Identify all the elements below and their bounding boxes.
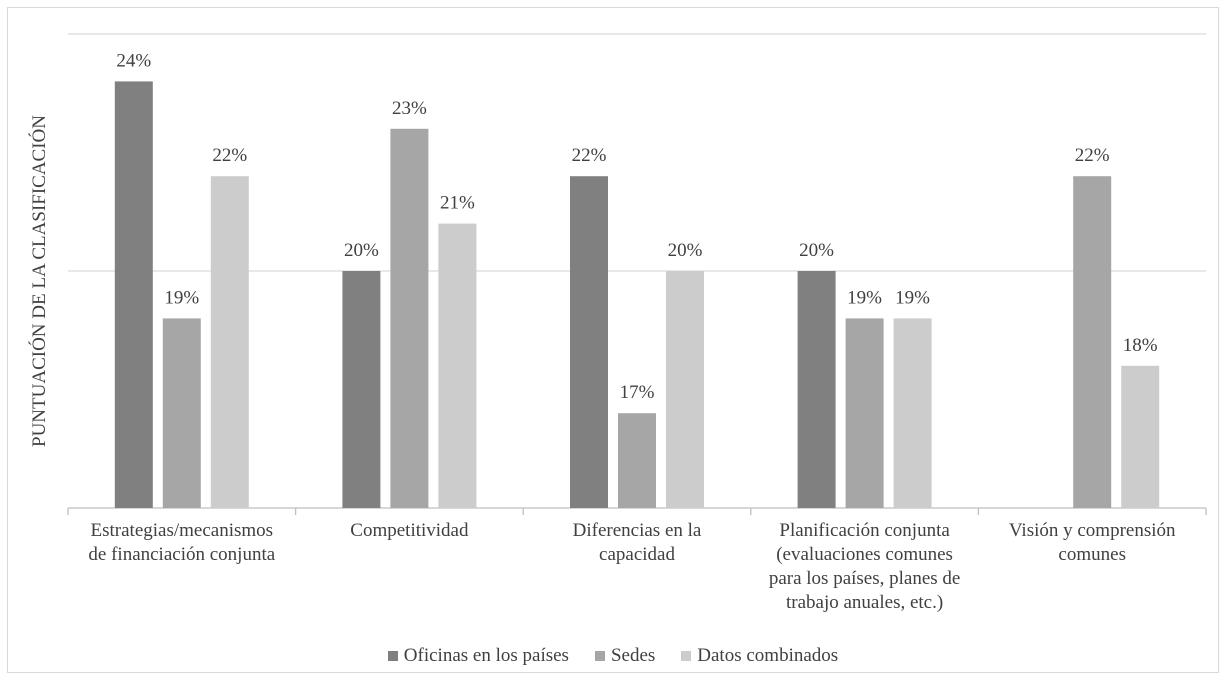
legend-item: Oficinas en los países bbox=[387, 645, 569, 667]
data-label: 19% bbox=[164, 287, 199, 308]
legend: Oficinas en los países Sedes Datos combina… bbox=[0, 645, 1226, 667]
data-label: 22% bbox=[212, 145, 247, 166]
data-label: 19% bbox=[847, 287, 882, 308]
bar bbox=[438, 223, 477, 508]
category-label: Diferencias en la capacidad bbox=[573, 520, 702, 565]
legend-label: Oficinas en los países bbox=[403, 645, 569, 666]
data-label: 20% bbox=[344, 240, 379, 261]
bar bbox=[666, 271, 704, 508]
category-label: Planificación conjunta (evaluaciones comu… bbox=[769, 520, 961, 613]
legend-swatch bbox=[681, 651, 692, 661]
bar bbox=[390, 128, 429, 509]
category-label: Visión y comprensión comunes bbox=[1009, 520, 1176, 565]
data-label: 17% bbox=[620, 382, 655, 403]
bar bbox=[893, 318, 932, 508]
data-label: 18% bbox=[1123, 335, 1158, 356]
bar bbox=[162, 318, 201, 508]
bar bbox=[797, 271, 836, 508]
data-label: 24% bbox=[116, 50, 151, 71]
legend-item: Sedes bbox=[594, 645, 656, 667]
data-label: 21% bbox=[440, 193, 475, 214]
bar bbox=[342, 271, 381, 508]
chart-frame bbox=[7, 7, 1219, 673]
data-label: 20% bbox=[799, 240, 834, 261]
bar bbox=[1073, 176, 1112, 508]
legend-label: Datos combinados bbox=[697, 645, 839, 666]
bar bbox=[618, 413, 656, 508]
y-axis-title: PUNTUACIÓN DE LA CLASIFICACIÓN bbox=[28, 115, 50, 447]
legend-swatch bbox=[594, 651, 605, 661]
bar bbox=[570, 176, 608, 508]
bar bbox=[114, 81, 153, 509]
data-label: 23% bbox=[392, 98, 427, 119]
category-label: Estrategias/mecanismos de financiación co… bbox=[88, 520, 275, 565]
legend-swatch bbox=[387, 651, 398, 661]
data-label: 19% bbox=[895, 287, 930, 308]
bar bbox=[1121, 365, 1160, 508]
data-label: 20% bbox=[668, 240, 703, 261]
bar bbox=[845, 318, 884, 508]
bar bbox=[210, 176, 249, 508]
legend-item: Datos combinados bbox=[681, 645, 838, 667]
category-label: Competitividad bbox=[350, 520, 469, 541]
data-label: 22% bbox=[1075, 145, 1110, 166]
data-label: 22% bbox=[572, 145, 607, 166]
legend-label: Sedes bbox=[610, 645, 656, 666]
